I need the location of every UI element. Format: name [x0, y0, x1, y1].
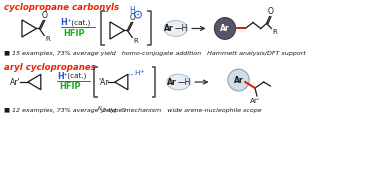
Text: (cat.): (cat.): [69, 19, 90, 26]
Text: 'Ar: 'Ar: [98, 78, 109, 86]
Text: H: H: [135, 70, 140, 76]
Text: H: H: [129, 6, 135, 15]
Ellipse shape: [164, 21, 187, 36]
Circle shape: [228, 69, 249, 91]
Text: +: +: [136, 12, 140, 17]
Text: H: H: [60, 18, 67, 27]
Text: R: R: [45, 36, 50, 42]
Text: HFIP: HFIP: [60, 83, 81, 92]
Text: O: O: [129, 12, 135, 21]
Text: N: N: [98, 106, 102, 111]
Ellipse shape: [167, 74, 190, 90]
Text: ■ 15 examples, 73% average yield   homo-conjugate addition   Hammett analysis/DF: ■ 15 examples, 73% average yield homo-co…: [4, 51, 305, 56]
Text: H: H: [57, 72, 64, 81]
Text: +: +: [62, 72, 67, 77]
Text: O: O: [41, 11, 47, 20]
Text: R: R: [133, 38, 138, 44]
Text: Ar: Ar: [167, 78, 177, 86]
Text: Ar: Ar: [164, 24, 174, 33]
Text: Ar: Ar: [234, 76, 243, 85]
Text: Ar: Ar: [220, 24, 230, 33]
Text: HFIP: HFIP: [64, 29, 85, 38]
Text: Ar': Ar': [10, 78, 21, 86]
Text: Ar': Ar': [250, 98, 260, 104]
Text: —H: —H: [178, 78, 191, 86]
Text: aryl cyclopropanes: aryl cyclopropanes: [4, 63, 96, 72]
Text: cyclopropane carbonyls: cyclopropane carbonyls: [4, 3, 119, 12]
Text: +: +: [66, 18, 71, 23]
Circle shape: [214, 17, 235, 39]
Text: O: O: [268, 7, 273, 16]
Text: 1-type mechanism   wide arene-nucleophile scope: 1-type mechanism wide arene-nucleophile …: [102, 108, 262, 113]
Text: ■ 12 examples, 73% average yield   S: ■ 12 examples, 73% average yield S: [4, 108, 125, 113]
Text: R: R: [273, 29, 277, 35]
Text: (cat.): (cat.): [65, 73, 86, 79]
Text: —H: —H: [175, 24, 188, 33]
Text: +: +: [139, 69, 144, 74]
